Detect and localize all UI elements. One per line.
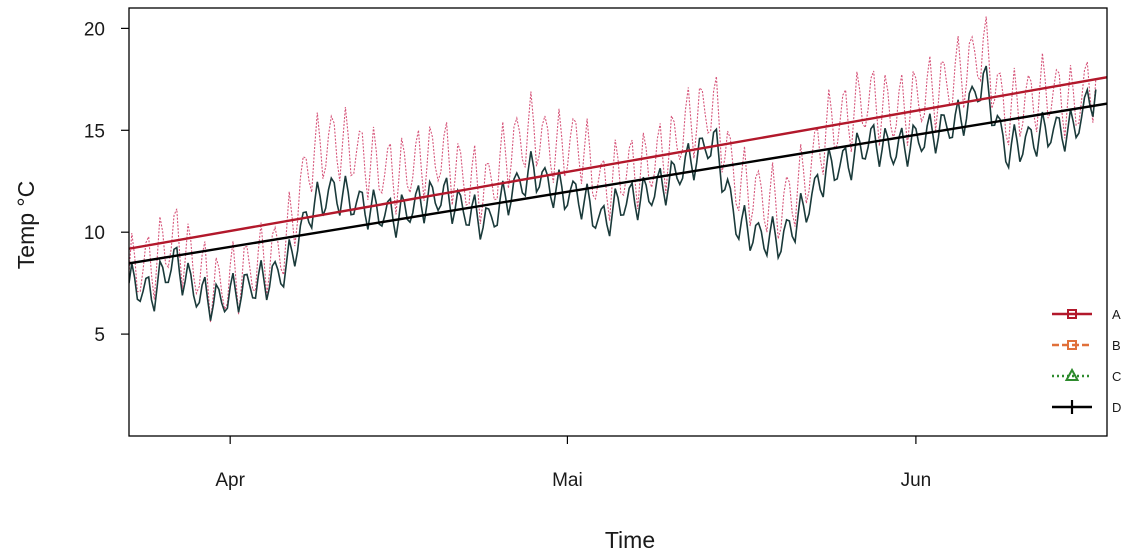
series-line-2 [129,76,1107,250]
y-tick-label: 15 [84,121,105,142]
x-axis-title: Time [605,527,655,553]
x-tick-label: Apr [215,470,245,491]
series-layer [129,16,1107,323]
legend-label-C: C [1112,369,1121,384]
legend-label-B: B [1112,338,1121,353]
series-line-0 [129,16,1097,323]
y-axis-title: Temp °C [13,181,39,269]
y-tick-label: 20 [84,19,105,40]
legend-marker-C [1064,367,1080,381]
x-tick-label: Mai [552,470,583,491]
legend: A B C D [1052,307,1121,415]
y-tick-label: 10 [84,223,105,244]
series-line-1 [129,65,1097,321]
series-line-3 [129,102,1107,265]
x-tick-label: Jun [901,470,932,491]
legend-marker-A [1067,309,1077,319]
axes-layer: 5 10 15 20 Apr Mai Jun [84,19,931,491]
legend-label-A: A [1112,307,1121,322]
plot-frame [128,7,1108,437]
legend-label-D: D [1112,400,1121,415]
legend-marker-B [1067,340,1077,350]
y-tick-label: 5 [94,325,105,346]
